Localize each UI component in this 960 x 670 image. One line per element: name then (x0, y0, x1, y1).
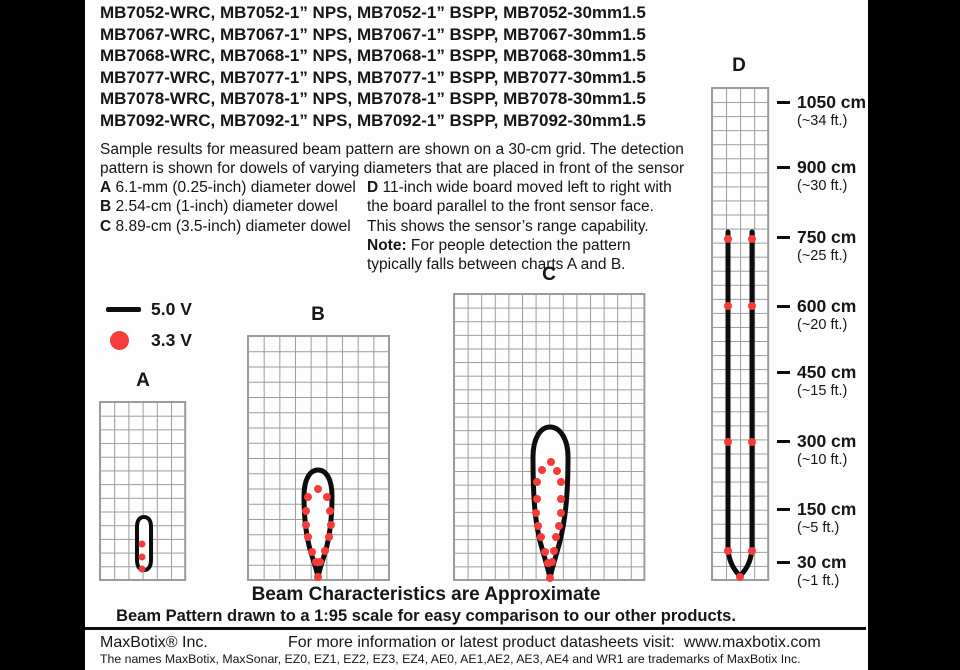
scale-tick-900: 900 cm (~30 ft.) (777, 157, 856, 195)
footer-divider (85, 627, 866, 630)
legend-3v-label: 3.3 V (151, 330, 192, 350)
beam-c-dots (532, 458, 565, 582)
legend-line-swatch (106, 307, 141, 312)
model-line: MB7052-WRC, MB7052-1” NPS, MB7052-1” BSP… (100, 3, 646, 22)
datasheet-info: For more information or latest product d… (288, 634, 821, 651)
scale-tick-450: 450 cm (~15 ft.) (777, 362, 856, 400)
legend-dot-swatch (110, 331, 129, 350)
scale-tick-1050: 1050 cm (~34 ft.) (777, 92, 866, 130)
scale-note: Beam Pattern drawn to a 1:95 scale for e… (116, 607, 736, 625)
scale-tick-600: 600 cm (~20 ft.) (777, 296, 856, 334)
target-item-a: A 6.1-mm (0.25-inch) diameter dowel (100, 179, 356, 196)
product-model-list: MB7052-WRC, MB7052-1” NPS, MB7052-1” BSP… (100, 2, 646, 132)
tick-dash (777, 101, 790, 104)
beam-b-dots (302, 485, 335, 581)
scale-tick-300: 300 cm (~10 ft.) (777, 431, 856, 469)
chart-c-label: C (542, 264, 556, 285)
model-line: MB7078-WRC, MB7078-1” NPS, MB7078-1” BSP… (100, 89, 646, 109)
model-line: MB7092-WRC, MB7092-1” NPS, MB7092-1” BSP… (100, 110, 646, 130)
approximate-title: Beam Characteristics are Approximate (251, 584, 601, 605)
target-item-c: C 8.89-cm (3.5-inch) diameter dowel (100, 217, 351, 235)
tick-dash (777, 561, 790, 564)
description-intro: Sample results for measured beam pattern… (100, 141, 685, 178)
beam-d-dots (724, 235, 756, 581)
legend-5v-label: 5.0 V (151, 299, 192, 319)
model-line: MB7077-WRC, MB7077-1” NPS, MB7077-1” BSP… (100, 67, 646, 87)
tick-dash (777, 508, 790, 511)
target-list: A 6.1-mm (0.25-inch) diameter dowel B 2.… (100, 178, 356, 236)
chart-b-label: B (311, 304, 325, 325)
tick-dash (777, 166, 790, 169)
chart-a-label: A (136, 370, 150, 391)
model-line: MB7067-WRC, MB7067-1” NPS, MB7067-1” BSP… (100, 24, 646, 44)
scale-tick-30: 30 cm (~1 ft.) (777, 552, 847, 590)
people-detection-note: Note: For people detection the pattern (367, 236, 631, 254)
tick-dash (777, 305, 790, 308)
tick-dash (777, 236, 790, 239)
beam-a-dots (138, 540, 146, 573)
target-item-b: B 2.54-cm (1-inch) diameter dowel (100, 198, 338, 216)
tick-dash (777, 440, 790, 443)
model-line: MB7068-WRC, MB7068-1” NPS, MB7068-1” BSP… (100, 46, 646, 66)
grid-d (711, 87, 770, 581)
trademark-notice: The names MaxBotix, MaxSonar, EZ0, EZ1, … (100, 652, 801, 666)
company-name: MaxBotix® Inc. (100, 634, 208, 651)
chart-d-label: D (732, 55, 746, 76)
scale-tick-150: 150 cm (~5 ft.) (777, 499, 856, 537)
scale-tick-750: 750 cm (~25 ft.) (777, 227, 856, 265)
target-item-d: D 11-inch wide board moved left to right… (367, 179, 672, 274)
tick-dash (777, 371, 790, 374)
